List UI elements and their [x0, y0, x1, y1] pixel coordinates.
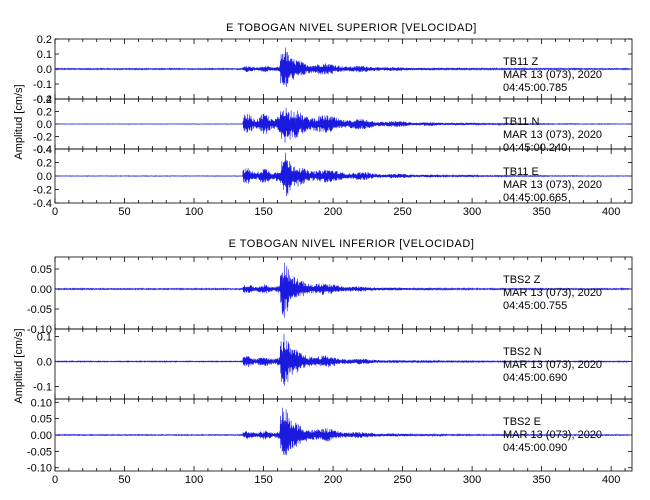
chart-1-panel-1-ytick-label: -0.1 [33, 382, 52, 394]
chart-1-panel-0-trace [54, 262, 630, 318]
chart-0-panel-1-ytick-label: -0.2 [33, 132, 52, 144]
chart-1-panel-0-ytick-label: 0.05 [31, 264, 52, 276]
chart-1-panel-1-trace [54, 333, 630, 386]
chart-1-panel-2-trace [54, 407, 630, 456]
chart-0-xtick-label: 150 [254, 206, 272, 218]
chart-1-panel-1-ytick-label: 0.1 [37, 332, 52, 344]
chart-0-panel-2-annotation-line: 04:45:00.665 [503, 192, 567, 204]
chart-0-panel-1-ytick-label: 0.0 [37, 119, 52, 131]
chart-1-xtick-label: 350 [532, 474, 550, 486]
chart-1-ylabel: Amplitud [cm/s] [13, 328, 25, 403]
chart-0-xtick-label: 100 [185, 206, 203, 218]
chart-1-panel-1-annotation-line: 04:45:00.690 [503, 372, 567, 384]
chart-1-panel-2-ytick-label: 0.10 [31, 397, 52, 409]
chart-1-panel-2-ytick-label: -0.05 [27, 446, 52, 458]
chart-0-xtick-label: 0 [52, 206, 58, 218]
chart-0-panel-2-ytick-label: -0.4 [33, 198, 52, 210]
chart-1-xtick-label: 50 [118, 474, 130, 486]
chart-0-panel-1-ytick-label: 0.2 [37, 107, 52, 119]
chart-0-panel-1-annotation-line: TB11 N [503, 116, 540, 128]
chart-0-xtick-label: 350 [532, 206, 550, 218]
chart-0-xtick-label: 300 [463, 206, 481, 218]
chart-1-xtick-label: 100 [185, 474, 203, 486]
chart-0-panel-2-annotation-line: MAR 13 (073), 2020 [503, 179, 602, 191]
chart-0-ylabel: Amplitud [cm/s] [13, 84, 25, 159]
chart-1-panel-0-annotation-line: 04:45:00.755 [503, 300, 567, 312]
chart-0-panel-0-annotation-line: 04:45:00.785 [503, 82, 567, 94]
chart-1-xtick-label: 300 [463, 474, 481, 486]
chart-0-panel-0-ytick-label: -0.2 [33, 94, 52, 106]
chart-0-title: E TOBOGAN NIVEL SUPERIOR [VELOCIDAD] [226, 22, 477, 34]
chart-1-xtick-label: 200 [324, 474, 342, 486]
chart-0-panel-0-annotation-line: MAR 13 (073), 2020 [503, 69, 602, 81]
chart-0-xtick-label: 250 [393, 206, 411, 218]
chart-0-panel-0-ytick-label: 0.1 [37, 49, 52, 61]
chart-0-xtick-label: 400 [602, 206, 620, 218]
chart-1-panel-0-annotation-line: MAR 13 (073), 2020 [503, 287, 602, 299]
chart-0-panel-2-ytick-label: 0.0 [37, 171, 52, 183]
chart-0-panel-1-ytick-label: -0.4 [33, 144, 52, 156]
chart-0-panel-0-ytick-label: 0.2 [37, 34, 52, 46]
chart-0-panel-1-annotation-line: MAR 13 (073), 2020 [503, 129, 602, 141]
chart-1-panel-0-ytick-label: -0.10 [27, 324, 52, 336]
chart-1-panel-0-ytick-label: 0.00 [31, 284, 52, 296]
chart-1-panel-1-annotation-line: MAR 13 (073), 2020 [503, 359, 602, 371]
chart-1-panel-0-annotation-line: TBS2 Z [503, 274, 541, 286]
chart-0-xtick-label: 50 [118, 206, 130, 218]
chart-1-title: E TOBOGAN NIVEL INFERIOR [VELOCIDAD] [229, 238, 475, 250]
chart-0-panel-2-trace [54, 152, 630, 197]
chart-1-xtick-label: 400 [602, 474, 620, 486]
chart-1-panel-1-ytick-label: 0.0 [37, 357, 52, 369]
chart-1-xtick-label: 0 [52, 474, 58, 486]
chart-0-panel-2-ytick-label: -0.2 [33, 185, 52, 197]
chart-0-panel-2-annotation-line: TB11 E [503, 166, 539, 178]
chart-1-panel-2-annotation-line: 04:45:00.090 [503, 442, 567, 454]
chart-1-panel-2-ytick-label: -0.10 [27, 463, 52, 475]
chart-1-panel-2-ytick-label: 0.00 [31, 430, 52, 442]
chart-1-xtick-label: 150 [254, 474, 272, 486]
chart-1-panel-2-annotation-line: MAR 13 (073), 2020 [503, 429, 602, 441]
chart-1-xtick-label: 250 [393, 474, 411, 486]
chart-1-panel-2-annotation-line: TBS2 E [503, 416, 541, 428]
chart-0-panel-1-annotation-line: 04:45:00.240 [503, 142, 567, 154]
chart-1-panel-1-annotation-line: TBS2 N [503, 346, 542, 358]
chart-0-xtick-label: 200 [324, 206, 342, 218]
chart-0-panel-1-ytick-label: 0.4 [37, 94, 52, 106]
chart-0-panel-0-trace [54, 47, 630, 88]
chart-0-panel-2-ytick-label: 0.2 [37, 158, 52, 170]
chart-0-panel-0-annotation-line: TB11 Z [503, 56, 539, 68]
chart-1-panel-2-ytick-label: 0.05 [31, 414, 52, 426]
chart-0-panel-2-ytick-label: 0.4 [37, 144, 52, 156]
chart-0-panel-0-ytick-label: 0.0 [37, 64, 52, 76]
chart-0-panel-0-ytick-label: -0.1 [33, 79, 52, 91]
chart-1-panel-0-ytick-label: -0.05 [27, 304, 52, 316]
chart-0-panel-1-trace [54, 107, 630, 143]
